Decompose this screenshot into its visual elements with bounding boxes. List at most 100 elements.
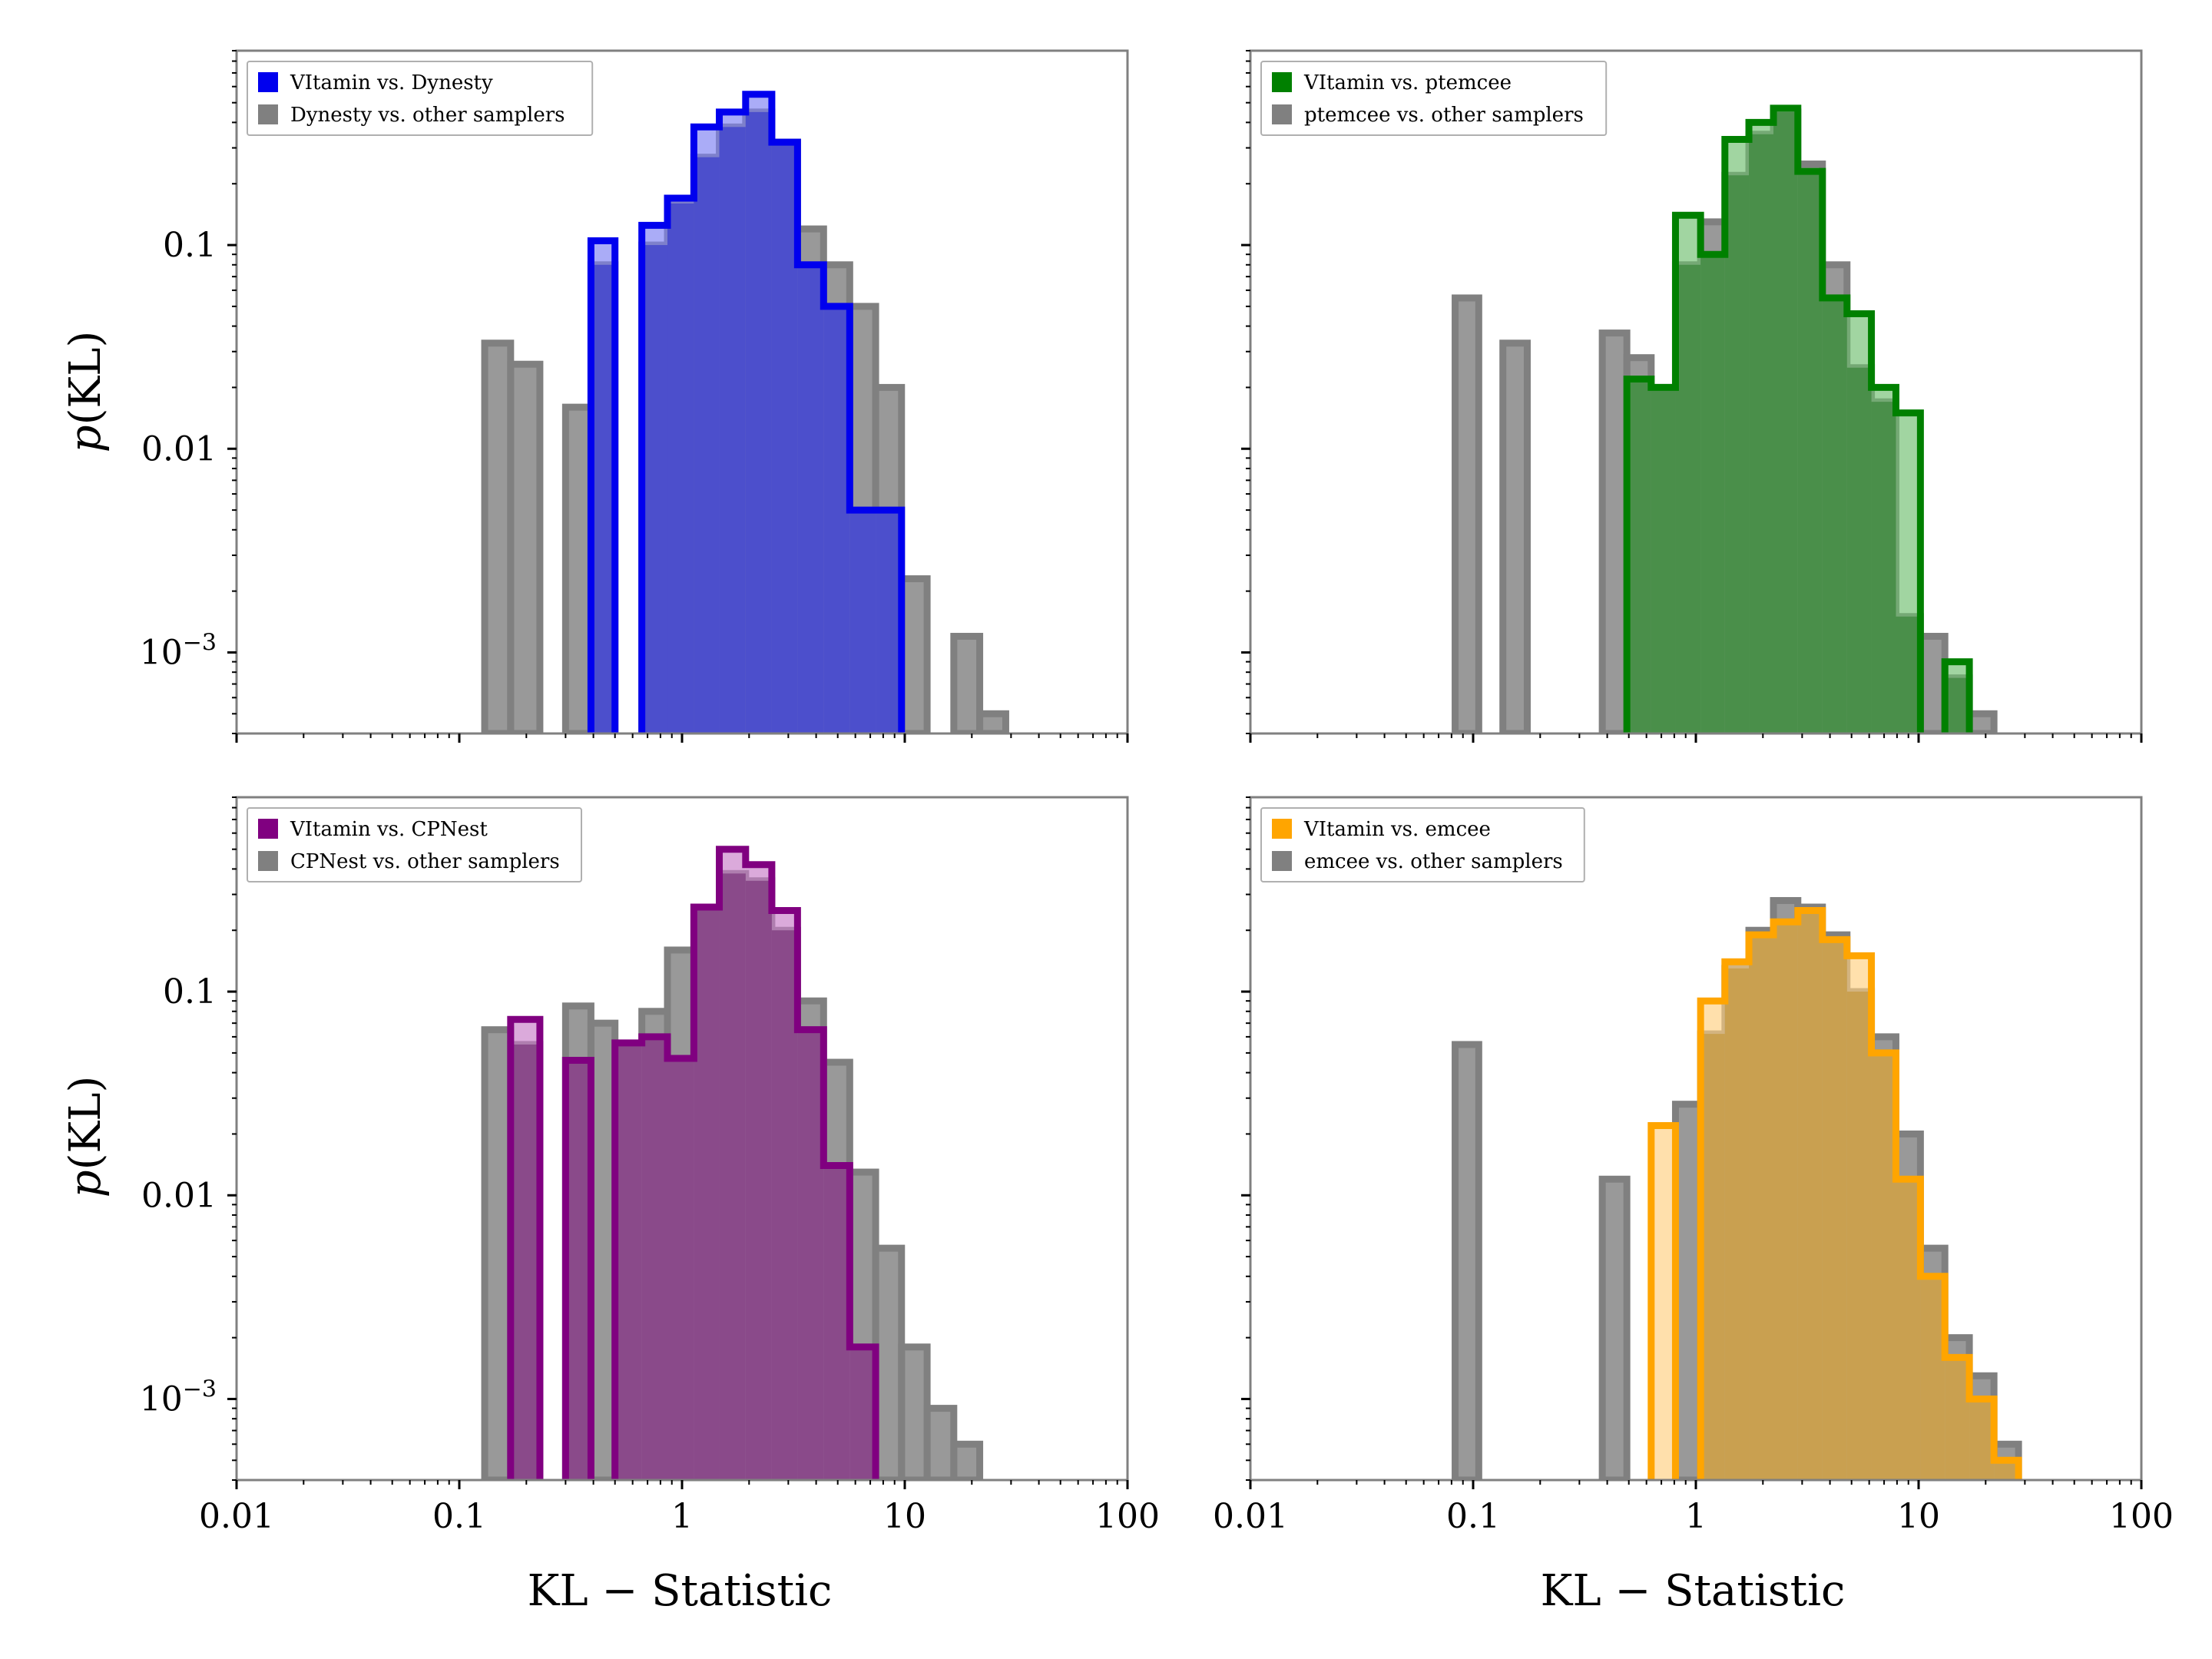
- overlap-bar-2: [1675, 264, 1701, 733]
- gray-bar-0: [481, 339, 515, 733]
- overlap-bar-6: [771, 142, 798, 733]
- overlap-bar-8: [823, 306, 850, 733]
- overlap-bar-11: [849, 1346, 876, 1480]
- legend-frame: [1260, 61, 1608, 136]
- gray-bar-16: [950, 632, 984, 733]
- legend-swatch: [258, 819, 278, 839]
- gray-bar-16: [923, 1405, 958, 1480]
- overlap-bar-12: [1945, 1357, 1970, 1480]
- x-tick-label: 0.1: [432, 1497, 486, 1536]
- panel-4: 0.01 0.1 1 10 100 VItamin vs. emcee emcee vs. …: [1213, 796, 2174, 1536]
- panel-3: 0.01 0.1 1 10 100 0.1 0.01 10−3 VItamin vs. CPNe…: [140, 796, 1160, 1536]
- y-tick-label: 0.01: [141, 1176, 217, 1215]
- overlap-bar-9: [1871, 1052, 1896, 1480]
- overlap-bar-13: [1945, 677, 1970, 733]
- gray-bar-14: [898, 575, 931, 733]
- overlap-bar-5: [1749, 134, 1774, 733]
- gray-bar-0: [1452, 294, 1482, 733]
- overlap-bar-11: [1896, 616, 1921, 733]
- overlap-bar-0: [591, 264, 615, 733]
- legend-label: VItamin vs. Dynesty: [290, 71, 493, 94]
- legend: VItamin vs. Dynesty Dynesty vs. other sam…: [247, 61, 594, 136]
- legend-frame: [247, 807, 582, 882]
- gray-bar-2: [1598, 329, 1631, 733]
- overlap-bar-0: [1627, 379, 1651, 733]
- y-tick-label: 0.1: [163, 226, 217, 265]
- legend-swatch: [258, 104, 278, 124]
- overlap-bar-10: [876, 510, 902, 733]
- gray-bar-15: [898, 1343, 931, 1480]
- overlap-bar-8: [771, 930, 798, 1480]
- overlap-bar-1: [565, 1060, 591, 1480]
- series-outline: [1647, 907, 2022, 1480]
- x-axis-title-right: KL − Statistic: [1541, 1566, 1846, 1616]
- gray-bar-17: [1965, 710, 1998, 733]
- gray-bar-17: [950, 1440, 984, 1480]
- overlap-bar-4: [1724, 175, 1750, 733]
- overlap-bar-10: [1896, 1179, 1921, 1480]
- overlap-bar-6: [719, 873, 746, 1480]
- overlap-bar-7: [1797, 171, 1823, 733]
- gray-bar-2: [1671, 1101, 1704, 1480]
- overlap-bar-9: [797, 1029, 824, 1480]
- legend-swatch: [1272, 851, 1292, 871]
- gray-bar-3: [587, 1019, 619, 1480]
- overlap-bar-3: [1700, 254, 1725, 733]
- x-tick-label: 100: [2109, 1497, 2174, 1536]
- y-tick-label: 0.1: [163, 972, 217, 1012]
- x-axis-title-left: KL − Statistic: [528, 1566, 833, 1616]
- plot-area: [1452, 896, 2022, 1480]
- legend-swatch: [258, 72, 278, 92]
- overlap-bar-5: [694, 907, 720, 1480]
- overlap-bar-3: [641, 1036, 668, 1480]
- panel-2: VItamin vs. ptemcee ptemcee vs. other sam…: [1241, 49, 2143, 743]
- x-tick-label: 10: [883, 1497, 926, 1536]
- x-tick-label: 0.1: [1446, 1497, 1500, 1536]
- overlap-bar-0: [510, 1044, 540, 1480]
- legend-label: Dynesty vs. other samplers: [290, 104, 565, 127]
- x-tick-label: 0.01: [199, 1497, 274, 1536]
- overlap-bar-7: [797, 264, 824, 733]
- panel-1: 0.1 0.01 10−3 VItamin vs. Dynesty Dynesty vs…: [140, 49, 1129, 743]
- legend: VItamin vs. emcee emcee vs. other sampler…: [1260, 807, 1585, 882]
- legend: VItamin vs. CPNest CPNest vs. other sampl…: [247, 807, 582, 882]
- y-tick-label: 10−3: [140, 1376, 217, 1419]
- gray-bar-0: [1452, 1041, 1482, 1480]
- gray-bar-1: [1598, 1175, 1631, 1480]
- x-tick-label: 0.01: [1213, 1497, 1288, 1536]
- series-outline: [587, 91, 906, 733]
- overlap-bar-9: [849, 510, 876, 733]
- y-tick-label: 0.01: [141, 429, 217, 469]
- overlap-bar-4: [667, 1058, 694, 1480]
- legend: VItamin vs. ptemcee ptemcee vs. other sam…: [1260, 61, 1608, 136]
- x-tick-label: 10: [1897, 1497, 1940, 1536]
- overlap-bar-7: [745, 880, 772, 1480]
- y-axis-title-bottom: p(KL): [61, 1076, 111, 1198]
- overlap-bar-2: [614, 1044, 642, 1480]
- legend-label: VItamin vs. emcee: [1303, 818, 1491, 841]
- overlap-bar-10: [1871, 402, 1896, 733]
- gray-bar-15: [1916, 632, 1949, 733]
- plot-area: [481, 846, 984, 1480]
- overlap-bar-11: [1920, 1276, 1945, 1480]
- plot-area: [481, 91, 1009, 733]
- overlap-bar-2: [667, 203, 694, 733]
- overlap-bar-6: [1797, 910, 1823, 1480]
- gray-bar-2: [561, 403, 594, 733]
- legend-swatch: [1272, 104, 1292, 124]
- legend-swatch: [1272, 819, 1292, 839]
- gray-bar-1: [507, 360, 544, 733]
- y-tick-label: 10−3: [140, 629, 217, 672]
- overlap-bar-8: [1846, 992, 1872, 1480]
- plot-area: [1452, 104, 1998, 733]
- overlap-bar-5: [1773, 922, 1798, 1480]
- series-outline: [507, 846, 879, 1480]
- overlap-bar-1: [641, 245, 668, 733]
- overlap-bar-2: [1700, 1034, 1725, 1480]
- legend-frame: [1260, 807, 1585, 882]
- legend-label: ptemcee vs. other samplers: [1304, 104, 1584, 127]
- series-outline: [1623, 104, 1973, 733]
- legend-label: VItamin vs. ptemcee: [1303, 71, 1512, 94]
- overlap-bar-3: [694, 157, 720, 733]
- x-tick-label: 100: [1095, 1497, 1160, 1536]
